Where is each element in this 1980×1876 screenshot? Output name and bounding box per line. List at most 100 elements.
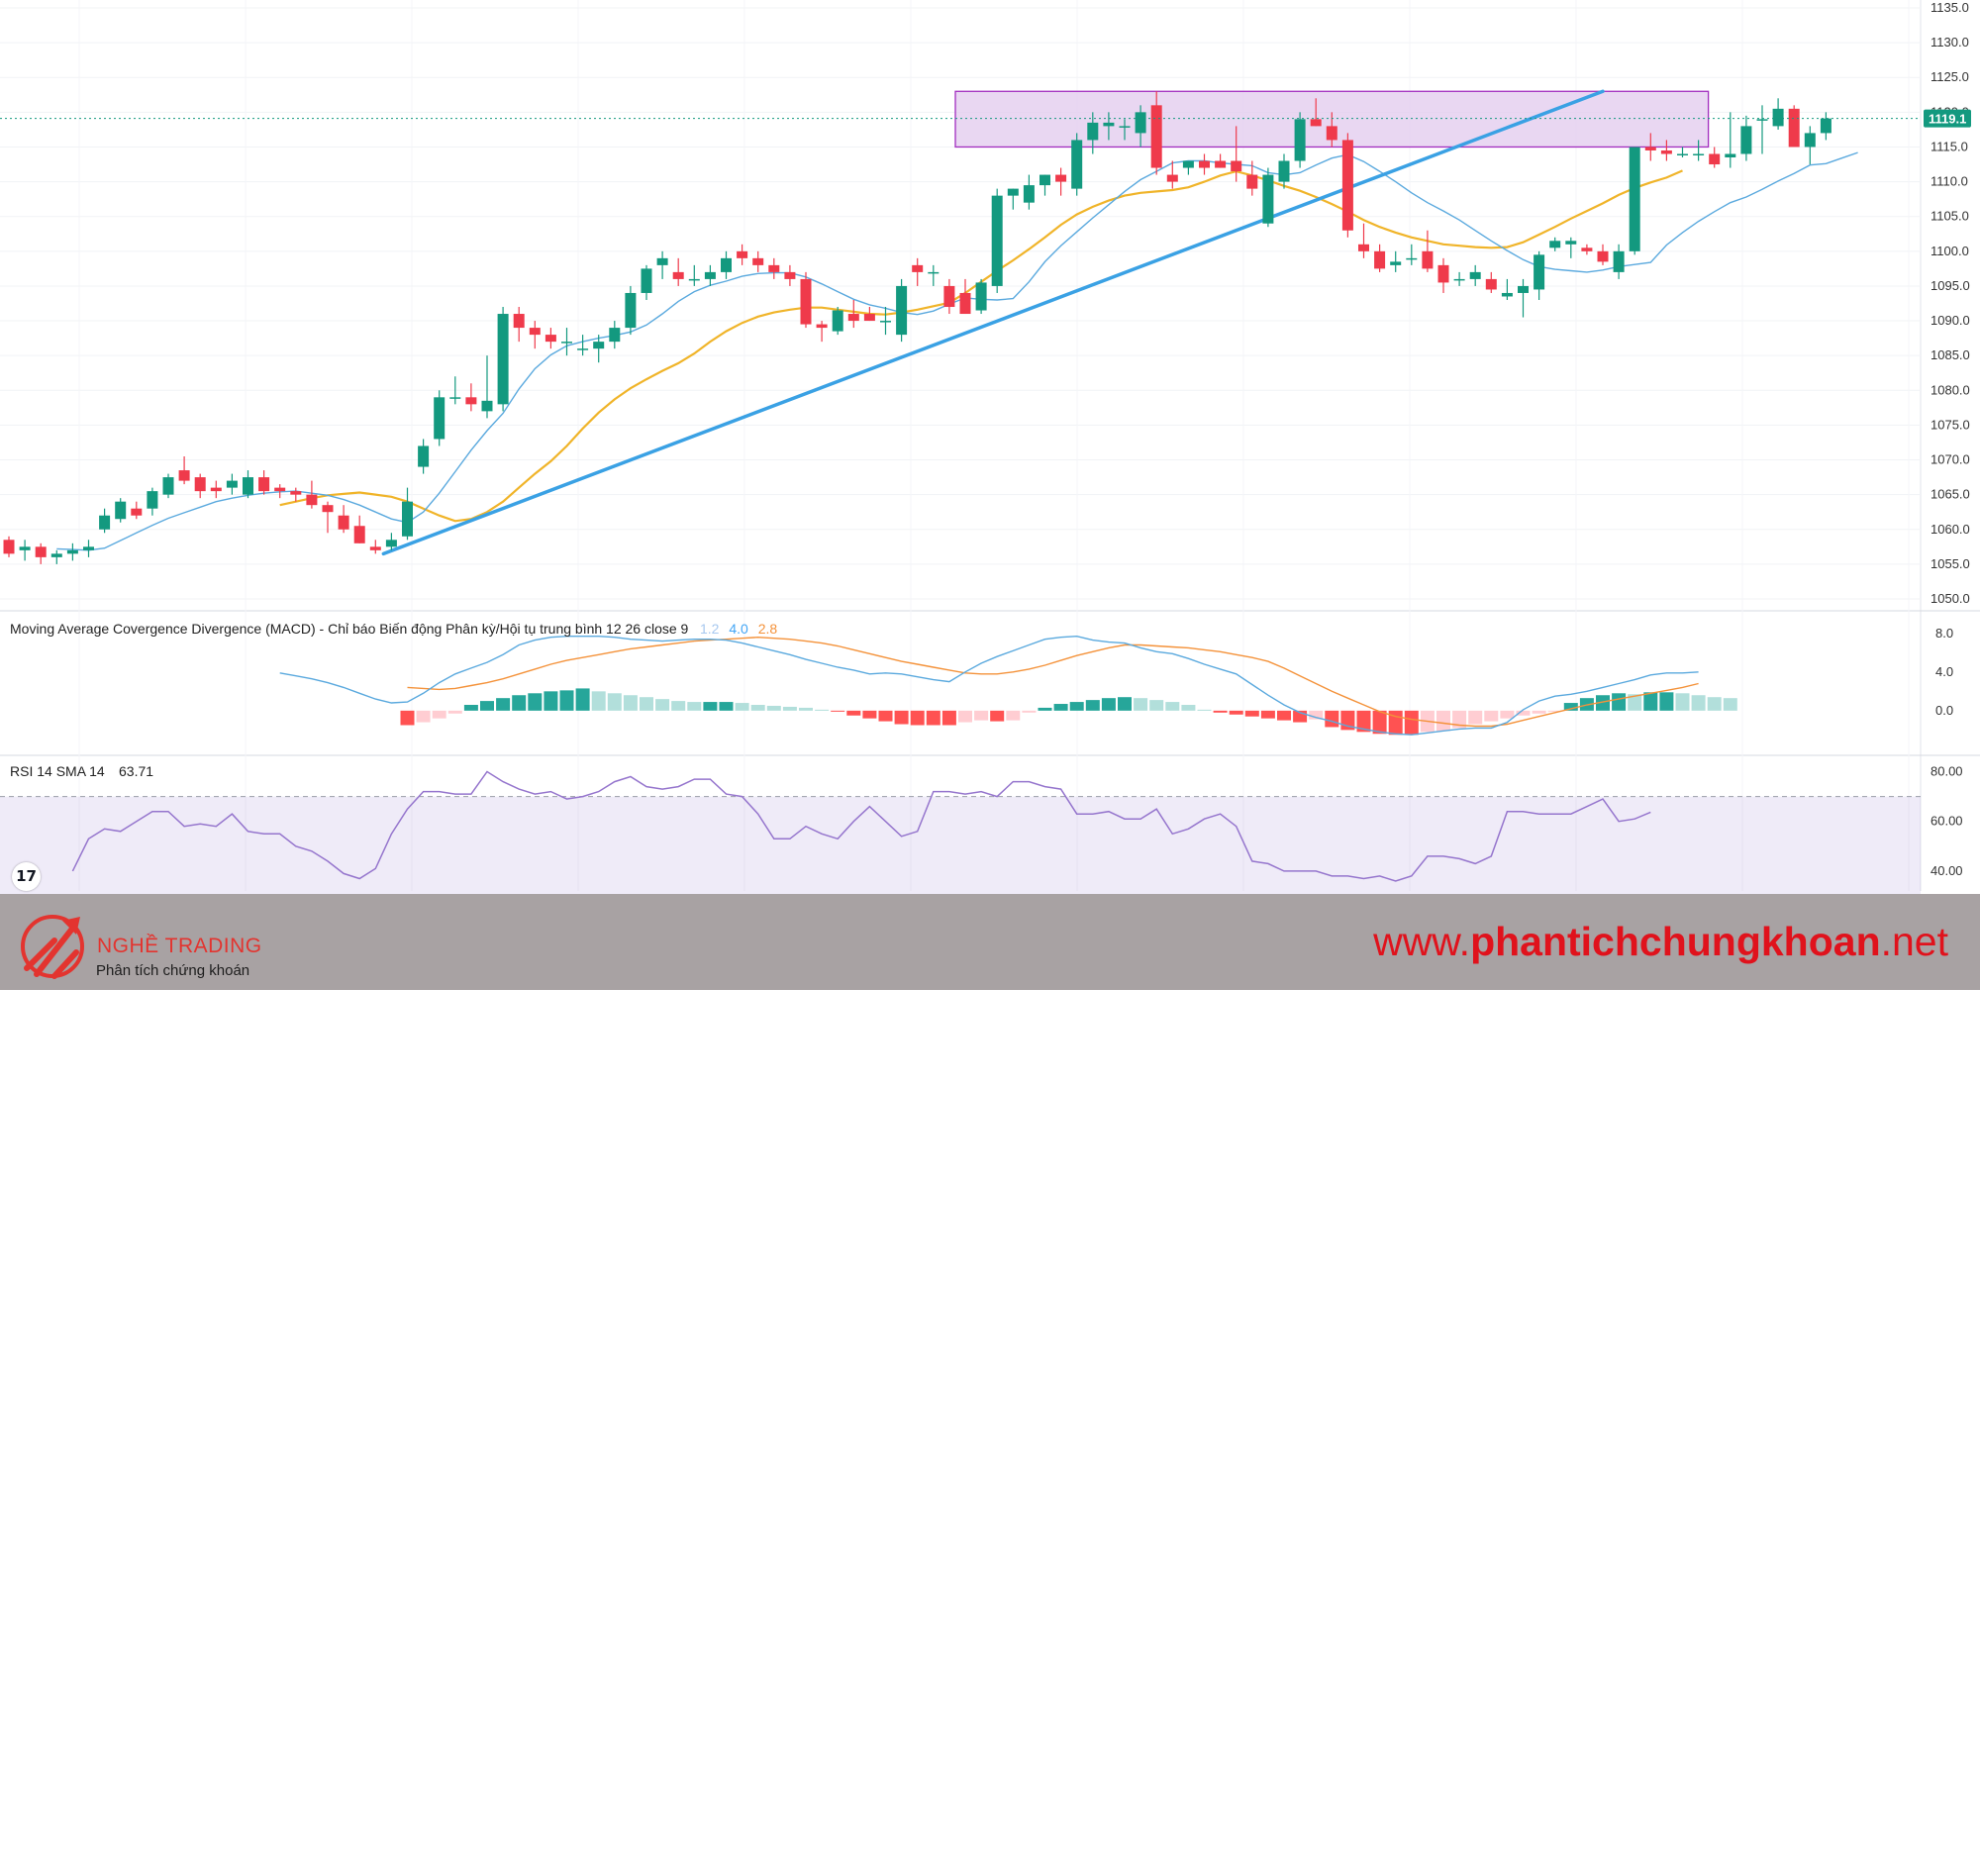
candle [784,264,796,286]
candle [529,321,541,349]
candle [1055,167,1067,196]
candle [481,355,493,419]
url-suffix: .net [1880,919,1948,964]
candle [513,307,525,343]
macd-histogram-bar [1356,710,1371,733]
price-tick-label: 1110.0 [1930,174,1968,189]
candle [1119,119,1131,141]
candle [577,335,589,356]
brand-name: NGHỀ TRADING [97,935,262,957]
candle [800,271,812,329]
candle [1804,126,1816,165]
price-axis[interactable]: 1135.01130.01125.01120.01115.01110.01105… [1930,0,1970,606]
candle [1725,112,1736,168]
macd-histogram-bar [1038,707,1052,711]
price-tick-label: 1100.0 [1930,244,1969,258]
candle [1231,126,1242,182]
macd-histogram-bar [1165,702,1180,711]
candle [975,278,987,315]
candle [1310,98,1322,127]
candle [1215,153,1227,168]
candle [1501,278,1513,300]
candle [688,264,700,286]
candle [752,250,764,272]
candle [35,543,47,564]
macd-histogram-bar [512,695,527,711]
candle [641,264,652,300]
macd-histogram-bar [496,698,511,711]
candle [1709,147,1721,168]
candle [131,501,143,520]
macd-histogram-bar [735,703,749,711]
macd-histogram-bar [1101,698,1116,711]
macd-histogram-bar [831,710,845,712]
trendline[interactable] [381,89,1605,556]
macd-title: Moving Average Covergence Divergence (MA… [10,621,689,637]
macd-histogram-bar [1436,710,1450,732]
macd-histogram-bar [1404,710,1419,736]
candle [1693,140,1705,161]
candle [863,307,875,322]
trading-chart[interactable]: 1135.01130.01125.01120.01115.01110.01105… [0,0,1980,990]
macd-histogram-bar [719,702,734,711]
candle [402,487,413,541]
rsi-line-path [71,770,1651,882]
candle [1166,160,1178,189]
candle [928,264,940,286]
tradingview-logo-icon[interactable]: 17 [12,862,41,891]
candle [50,549,62,564]
macd-histogram-bar [782,706,797,711]
macd-histogram-bar [1723,698,1737,711]
macd-signal-value: 2.8 [758,621,778,637]
macd-histogram-bar [1516,710,1531,716]
candle [1518,278,1529,318]
macd-histogram-bar [607,693,622,711]
macd-histogram-bar [1006,710,1021,721]
candle [66,543,78,561]
candle [1087,112,1099,154]
macd-histogram-bar [416,710,431,723]
candle [1756,105,1768,154]
macd-histogram-bar [1244,710,1259,717]
macd-histogram-bar [974,710,989,721]
macd-histogram-bar [846,710,861,716]
price-tick-label: 1115.0 [1930,139,1968,153]
candle [896,278,908,343]
macd-line-value: 4.0 [729,621,748,637]
brand-tagline: Phân tích chứng khoán [96,962,250,979]
macd-histogram-bar [1500,710,1515,719]
rsi-tick-label: 80.00 [1930,764,1963,779]
candle [1597,244,1609,265]
candle [434,390,446,446]
macd-signal-path [407,636,1699,728]
macd-histogram-bar [1053,704,1068,711]
macd-histogram-bar [591,691,606,711]
price-tick-label: 1060.0 [1930,522,1970,537]
macd-histogram-bar [1612,693,1627,711]
trendline-path[interactable] [381,89,1605,556]
candle [880,307,891,336]
macd-histogram-bar [862,710,877,719]
candle [306,480,318,509]
candle [609,321,621,349]
candle [1103,112,1115,141]
candle [194,473,206,499]
url-prefix: www. [1373,919,1471,964]
candle [721,250,732,279]
macd-histogram-bar [1628,694,1642,711]
candle [625,285,637,336]
candle [369,540,381,554]
macd-histogram-bar [1149,700,1164,711]
candle [1469,264,1481,286]
candle [449,376,461,405]
macd-tick-label: 8.0 [1935,626,1953,641]
candle [1135,105,1146,148]
website-url[interactable]: www.phantichchungkhoan.net [1373,919,1948,965]
candle [1581,244,1593,255]
candle [1199,153,1210,175]
macd-histogram-bar [1197,709,1212,711]
macd-histogram-bar [1452,710,1467,729]
price-tick-label: 1135.0 [1930,0,1969,15]
candle [672,257,684,286]
price-tick-label: 1055.0 [1930,556,1970,571]
